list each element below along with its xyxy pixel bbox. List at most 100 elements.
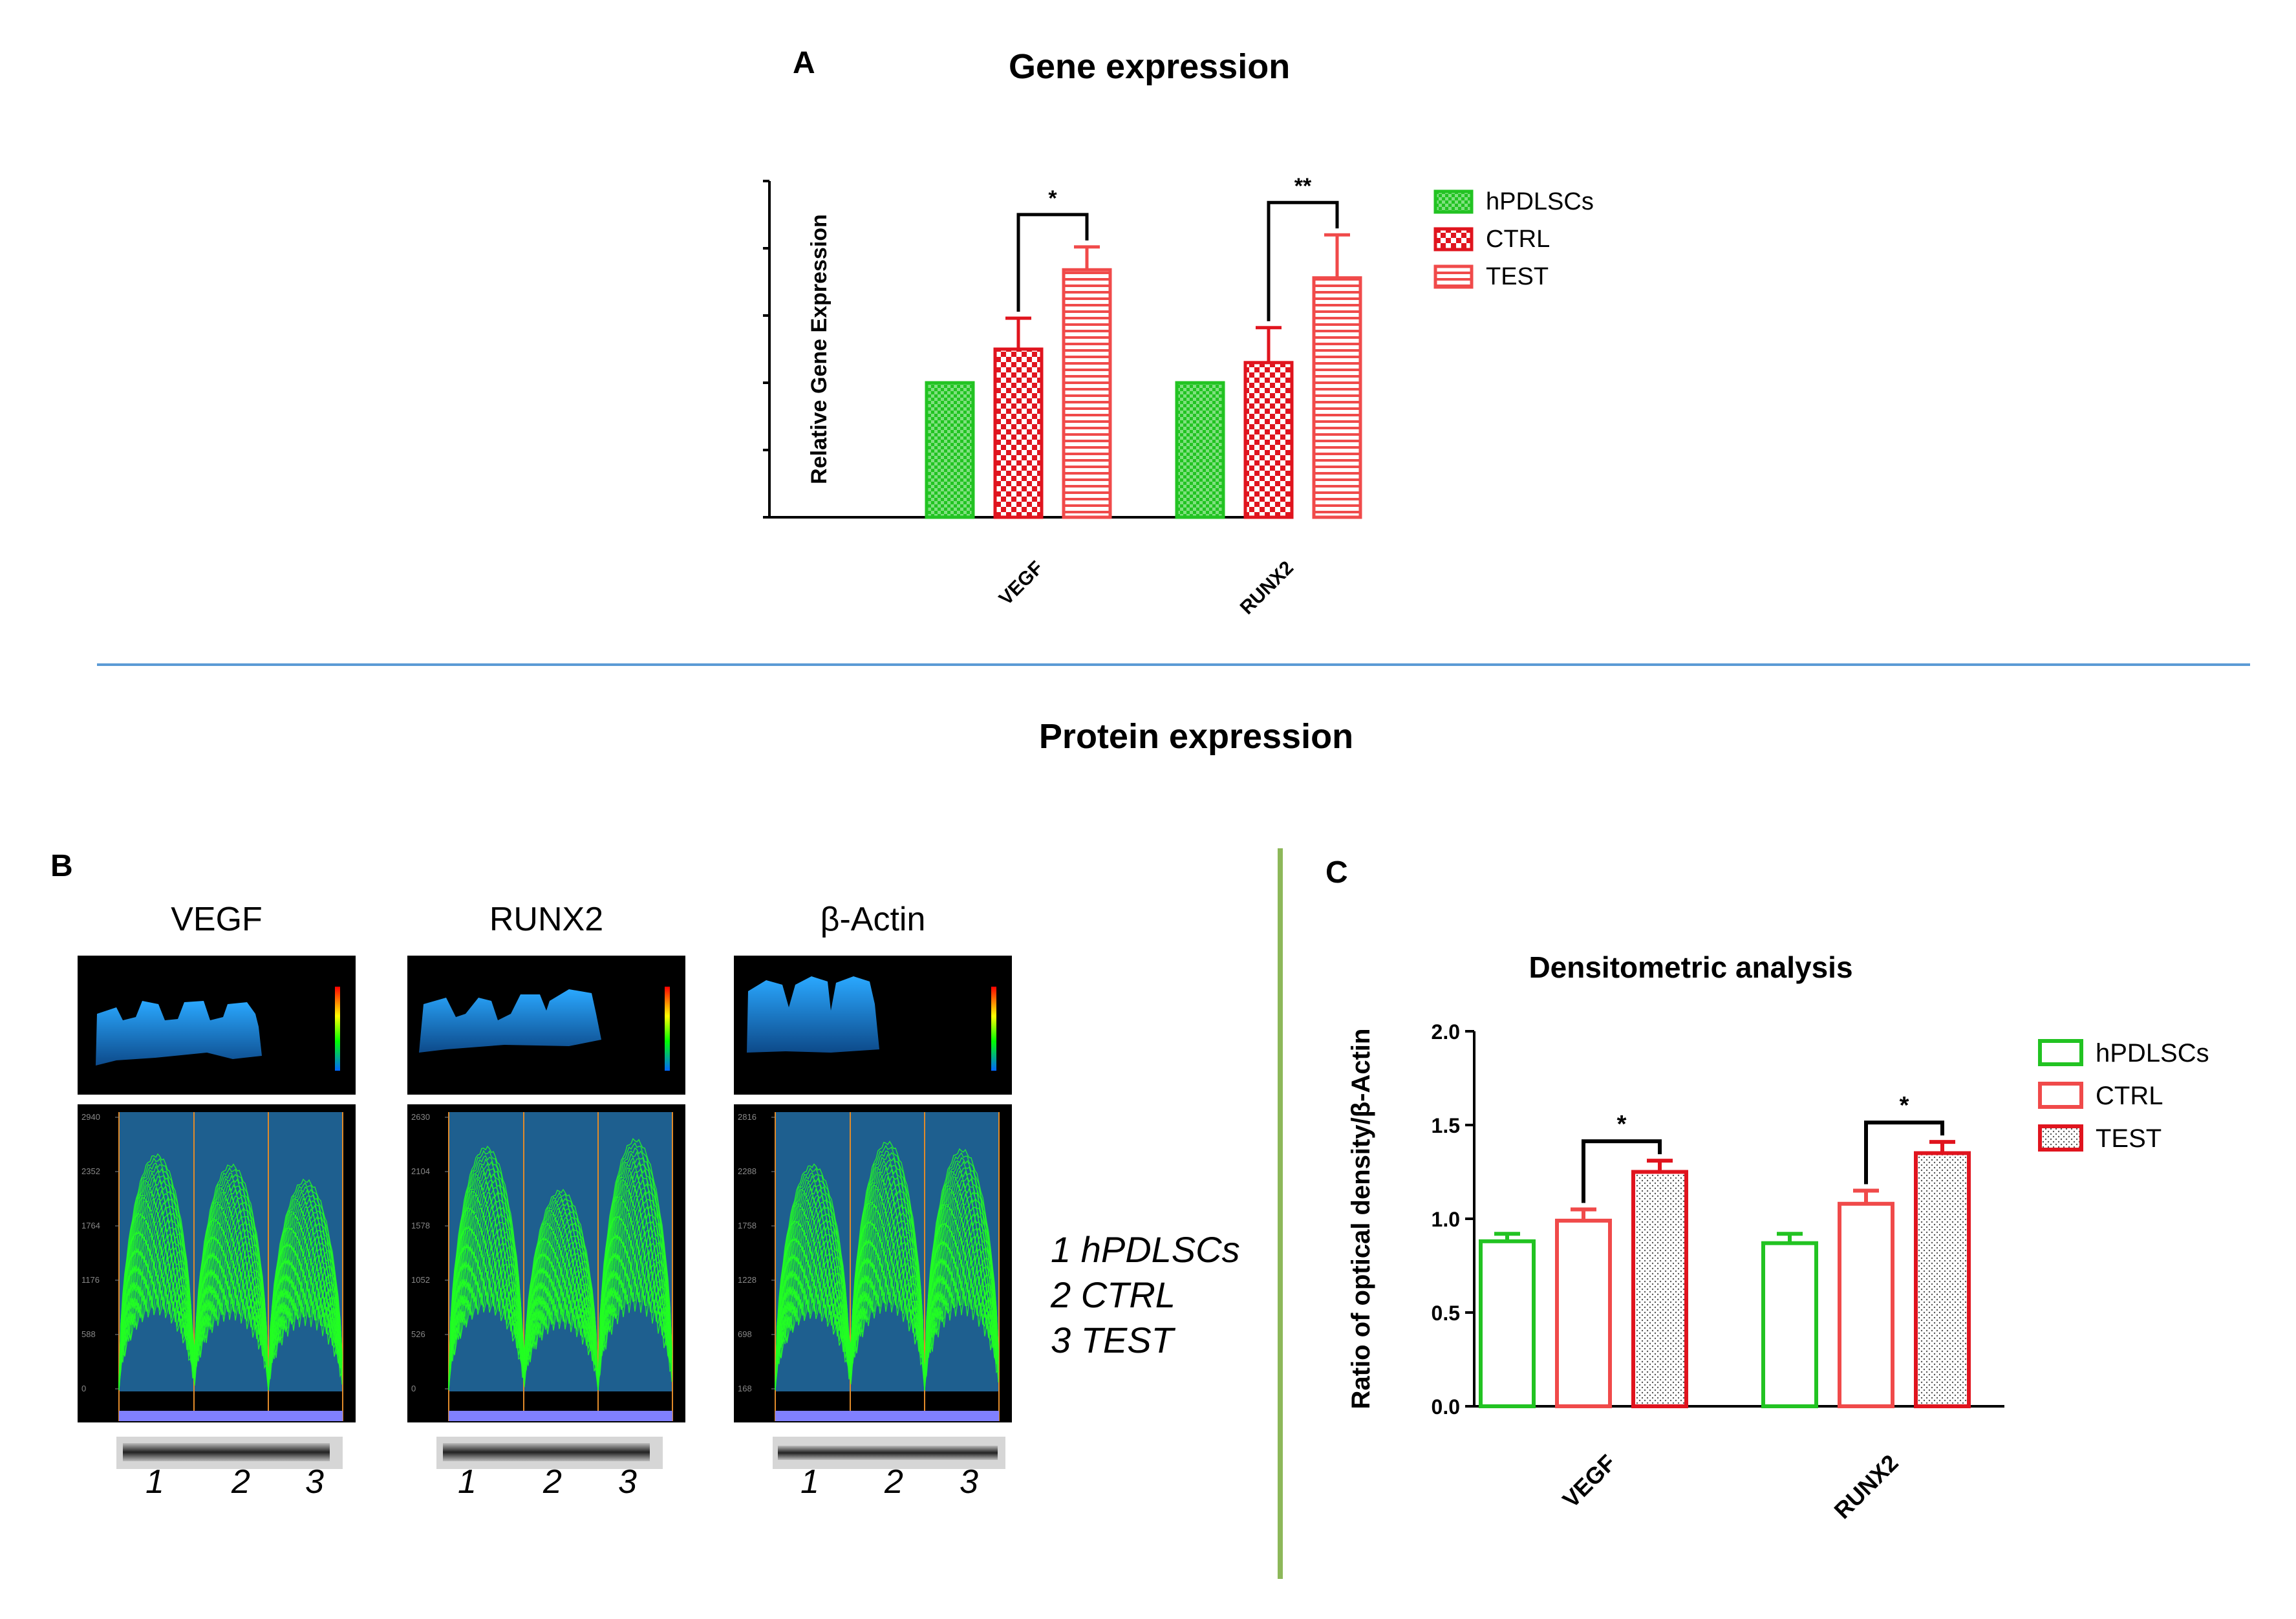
blot-band-beta-actin <box>773 1437 1005 1469</box>
density-trace <box>775 1163 999 1388</box>
lane-number: 3 <box>618 1463 637 1501</box>
bar-test-vegf <box>1062 268 1112 519</box>
density-trace <box>448 1179 672 1391</box>
legend-label-ctrl: CTRL <box>2096 1082 2163 1110</box>
significance-bracket <box>1864 1120 1944 1185</box>
profile-y-tick: 2816 <box>738 1112 756 1122</box>
density-trace <box>118 1294 343 1391</box>
density-trace <box>448 1157 672 1391</box>
panel-c-letter: C <box>1325 855 1348 890</box>
profile-y-tick: 168 <box>738 1384 752 1393</box>
lane-number: 1 <box>800 1463 819 1501</box>
legend-swatch-test <box>2038 1124 2083 1152</box>
density-trace <box>448 1225 672 1391</box>
bar-ctrl-runx2 <box>1243 361 1294 519</box>
legend-label-test: TEST <box>1486 263 1549 290</box>
x-tick-label: VEGF <box>995 557 1047 610</box>
profile-y-tick: 2352 <box>81 1166 100 1176</box>
lane-number: 2 <box>543 1463 562 1501</box>
density-trace <box>118 1233 343 1391</box>
density-trace <box>775 1150 999 1391</box>
y-tick-label: 0.5 <box>1432 1302 1460 1325</box>
density-trace <box>448 1142 672 1389</box>
profile-y-tick: 1764 <box>81 1221 100 1230</box>
profile-y-tick: 2288 <box>738 1166 756 1176</box>
profile-y-tick: 1578 <box>411 1221 430 1230</box>
lane-number: 2 <box>885 1463 903 1501</box>
density-trace <box>448 1197 672 1391</box>
bar-test-vegf <box>1631 1170 1688 1408</box>
density-trace <box>448 1291 672 1391</box>
legend-swatch-ctrl <box>2038 1082 2083 1109</box>
lane-profile-runx2: 2630 2104 1578 1052 526 0 <box>407 1104 685 1422</box>
density-trace <box>448 1171 672 1391</box>
density-profile-vegf <box>78 956 356 1095</box>
y-axis-label: Relative Gene Expression <box>807 214 831 484</box>
bar-ctrl-vegf <box>993 347 1044 519</box>
density-profile-runx2 <box>407 956 685 1095</box>
density-trace <box>118 1234 343 1391</box>
blot-label-vegf: VEGF <box>171 901 263 938</box>
density-trace <box>118 1162 343 1391</box>
lane-number: 1 <box>145 1463 164 1501</box>
y-axis-label: Ratio of optical density/β-Actin <box>1347 1029 1375 1410</box>
legend-label-ctrl: CTRL <box>1486 226 1550 253</box>
profile-y-tick: 1176 <box>81 1275 100 1285</box>
density-trace <box>118 1274 343 1391</box>
panel-b-letter: B <box>50 849 73 883</box>
x-tick-label: RUNX2 <box>1236 557 1298 619</box>
section-divider <box>97 663 2250 666</box>
density-trace <box>448 1244 672 1391</box>
significance-label: * <box>1617 1111 1627 1138</box>
profile-y-tick: 526 <box>411 1329 425 1339</box>
density-trace <box>775 1227 999 1391</box>
density-trace <box>775 1141 999 1389</box>
bar-hpdlscs-runx2 <box>1761 1241 1818 1409</box>
legend-label-test: TEST <box>2096 1124 2162 1153</box>
significance-label: * <box>1048 186 1057 211</box>
legend-swatch-hpdlscs <box>2038 1039 2083 1066</box>
profile-y-tick: 698 <box>738 1329 752 1339</box>
density-trace <box>775 1199 999 1391</box>
legend-swatch-test <box>1433 264 1474 289</box>
density-trace <box>118 1178 343 1390</box>
y-tick-label: 0.0 <box>1432 1395 1460 1419</box>
legend-swatch-ctrl <box>1433 227 1474 252</box>
legend-swatch-hpdlscs <box>1433 189 1474 214</box>
protein-expression-title: Protein expression <box>1038 717 1354 756</box>
density-trace <box>448 1270 672 1391</box>
significance-bracket <box>1016 213 1089 312</box>
bar-ctrl-vegf <box>1555 1218 1612 1408</box>
lane-number: 3 <box>960 1463 978 1501</box>
significance-bracket <box>1267 200 1339 321</box>
profile-y-tick: 1758 <box>738 1221 756 1230</box>
blot-band-runx2 <box>436 1437 663 1469</box>
x-tick-label: VEGF <box>1557 1450 1620 1513</box>
density-trace <box>118 1209 343 1391</box>
density-trace <box>118 1175 343 1388</box>
bar-test-runx2 <box>1914 1151 1971 1408</box>
panel-divider <box>1278 848 1283 1579</box>
density-trace <box>118 1213 343 1391</box>
density-trace <box>775 1159 999 1391</box>
lane-profile-vegf: 2940 2352 1764 1176 588 0 <box>78 1104 356 1422</box>
y-tick-label: 1.0 <box>1432 1208 1460 1231</box>
significance-label: ** <box>1294 174 1312 198</box>
profile-y-tick: 2940 <box>81 1112 100 1122</box>
density-trace <box>448 1151 672 1391</box>
density-trace <box>775 1153 999 1391</box>
bar-hpdlscs-vegf <box>1479 1239 1536 1408</box>
bar-hpdlscs-runx2 <box>1175 381 1225 519</box>
panel-a-letter: A <box>793 46 815 80</box>
density-trace <box>118 1183 343 1391</box>
y-tick-label: 2.0 <box>1432 1020 1460 1044</box>
lane-key: 1 hPDLSCs 2 CTRL 3 TEST <box>1051 1227 1240 1363</box>
density-trace <box>448 1221 672 1391</box>
density-trace <box>118 1170 343 1391</box>
lane-number: 3 <box>305 1463 324 1501</box>
lane-number: 1 <box>458 1463 477 1501</box>
legend-label-hpdlscs: hPDLSCs <box>1486 188 1594 215</box>
lane-key-item: 3 TEST <box>1051 1320 1174 1360</box>
density-trace <box>775 1144 999 1389</box>
y-tick-label: 1.5 <box>1432 1114 1460 1137</box>
